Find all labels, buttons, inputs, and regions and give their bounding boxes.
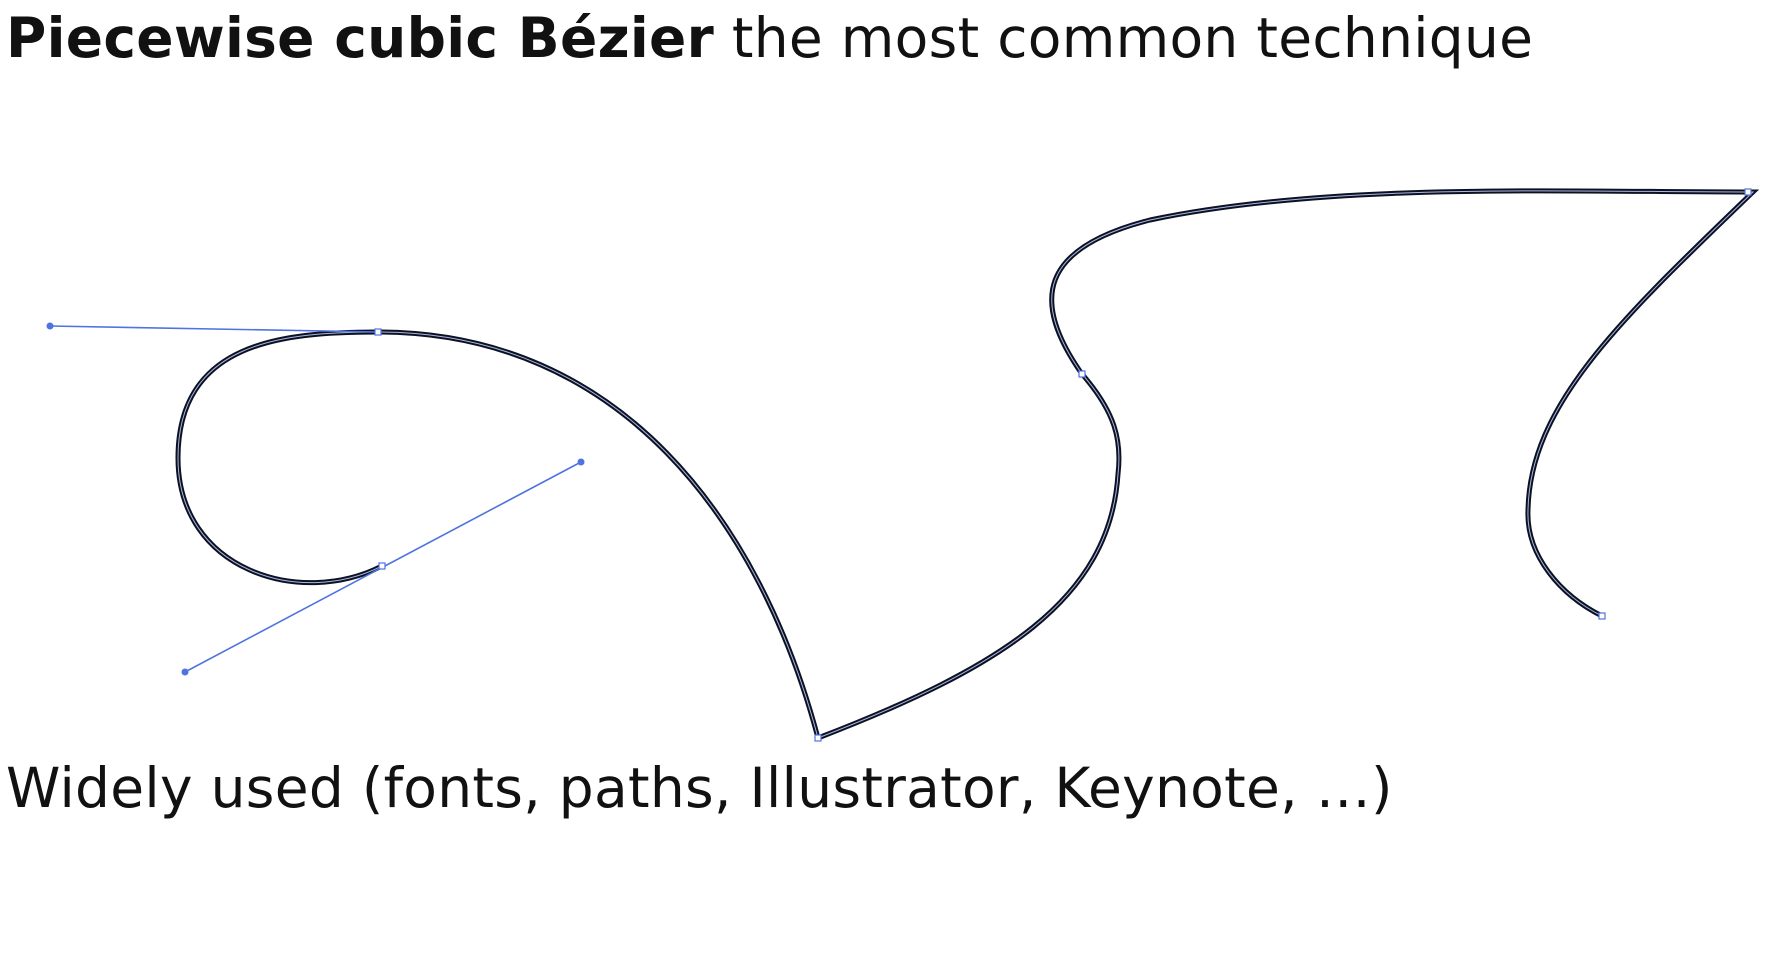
- anchor-point-corner[interactable]: [1744, 188, 1752, 196]
- anchor-point-top[interactable]: [374, 328, 382, 336]
- slide-title: Piecewise cubic Bézier the most common t…: [6, 2, 1533, 74]
- handle-point-lower-left[interactable]: [181, 668, 189, 676]
- anchor-point-bottom[interactable]: [814, 734, 822, 742]
- bezier-curve-highlight: [177, 190, 1755, 739]
- handle-point-top[interactable]: [46, 322, 54, 330]
- bottom-caption: Widely used (fonts, paths, Illustrator, …: [6, 756, 1393, 820]
- title-rest: the most common technique: [714, 6, 1534, 70]
- handle-point-lower-right[interactable]: [577, 458, 585, 466]
- handle-line-top[interactable]: [49, 325, 379, 333]
- title-bold: Piecewise cubic Bézier: [6, 6, 715, 70]
- anchor-point-loop-end[interactable]: [378, 562, 386, 570]
- anchor-point-mid[interactable]: [1078, 370, 1086, 378]
- bezier-curve: [175, 188, 1760, 742]
- anchor-point-end[interactable]: [1598, 612, 1606, 620]
